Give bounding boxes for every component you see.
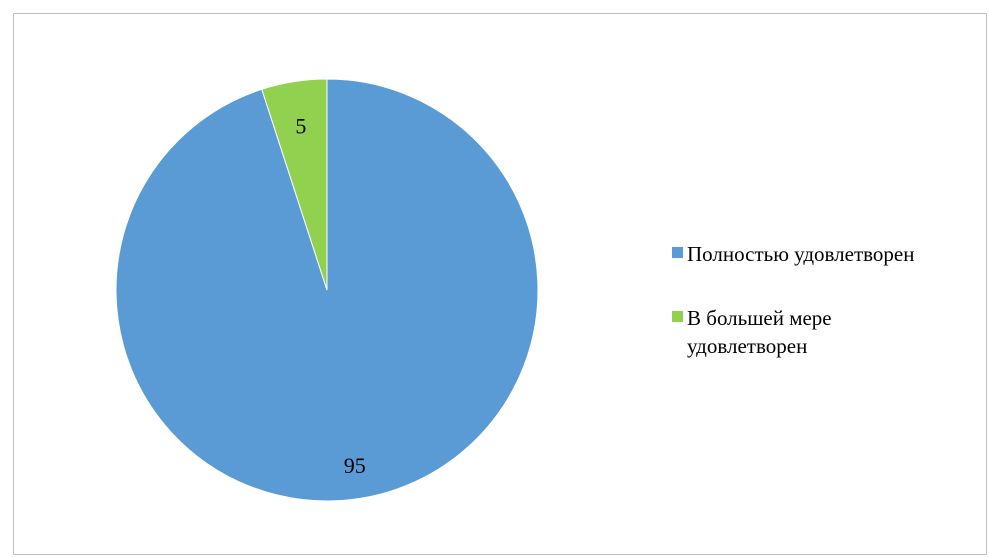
legend-label-fully-satisfied: Полностью удовлетворен	[687, 242, 915, 266]
legend-label-mostly-satisfied: В большей мере удовлетворен	[687, 306, 832, 358]
legend-item-fully-satisfied: Полностью удовлетворен	[672, 240, 989, 268]
chart-area: 95 5 Полностью удовлетворен В большей мер…	[13, 13, 987, 555]
data-label-fully-satisfied: 95	[344, 453, 366, 478]
pie-slice-mostly-satisfied	[261, 78, 328, 291]
data-label-mostly-satisfied: 5	[295, 113, 306, 138]
legend-swatch-mostly-satisfied	[672, 311, 683, 322]
legend-swatch-fully-satisfied	[672, 247, 683, 258]
pie-chart: 95 5	[115, 78, 539, 502]
legend: Полностью удовлетворен В большей мере уд…	[672, 240, 989, 396]
legend-item-mostly-satisfied: В большей мере удовлетворен	[672, 304, 989, 360]
